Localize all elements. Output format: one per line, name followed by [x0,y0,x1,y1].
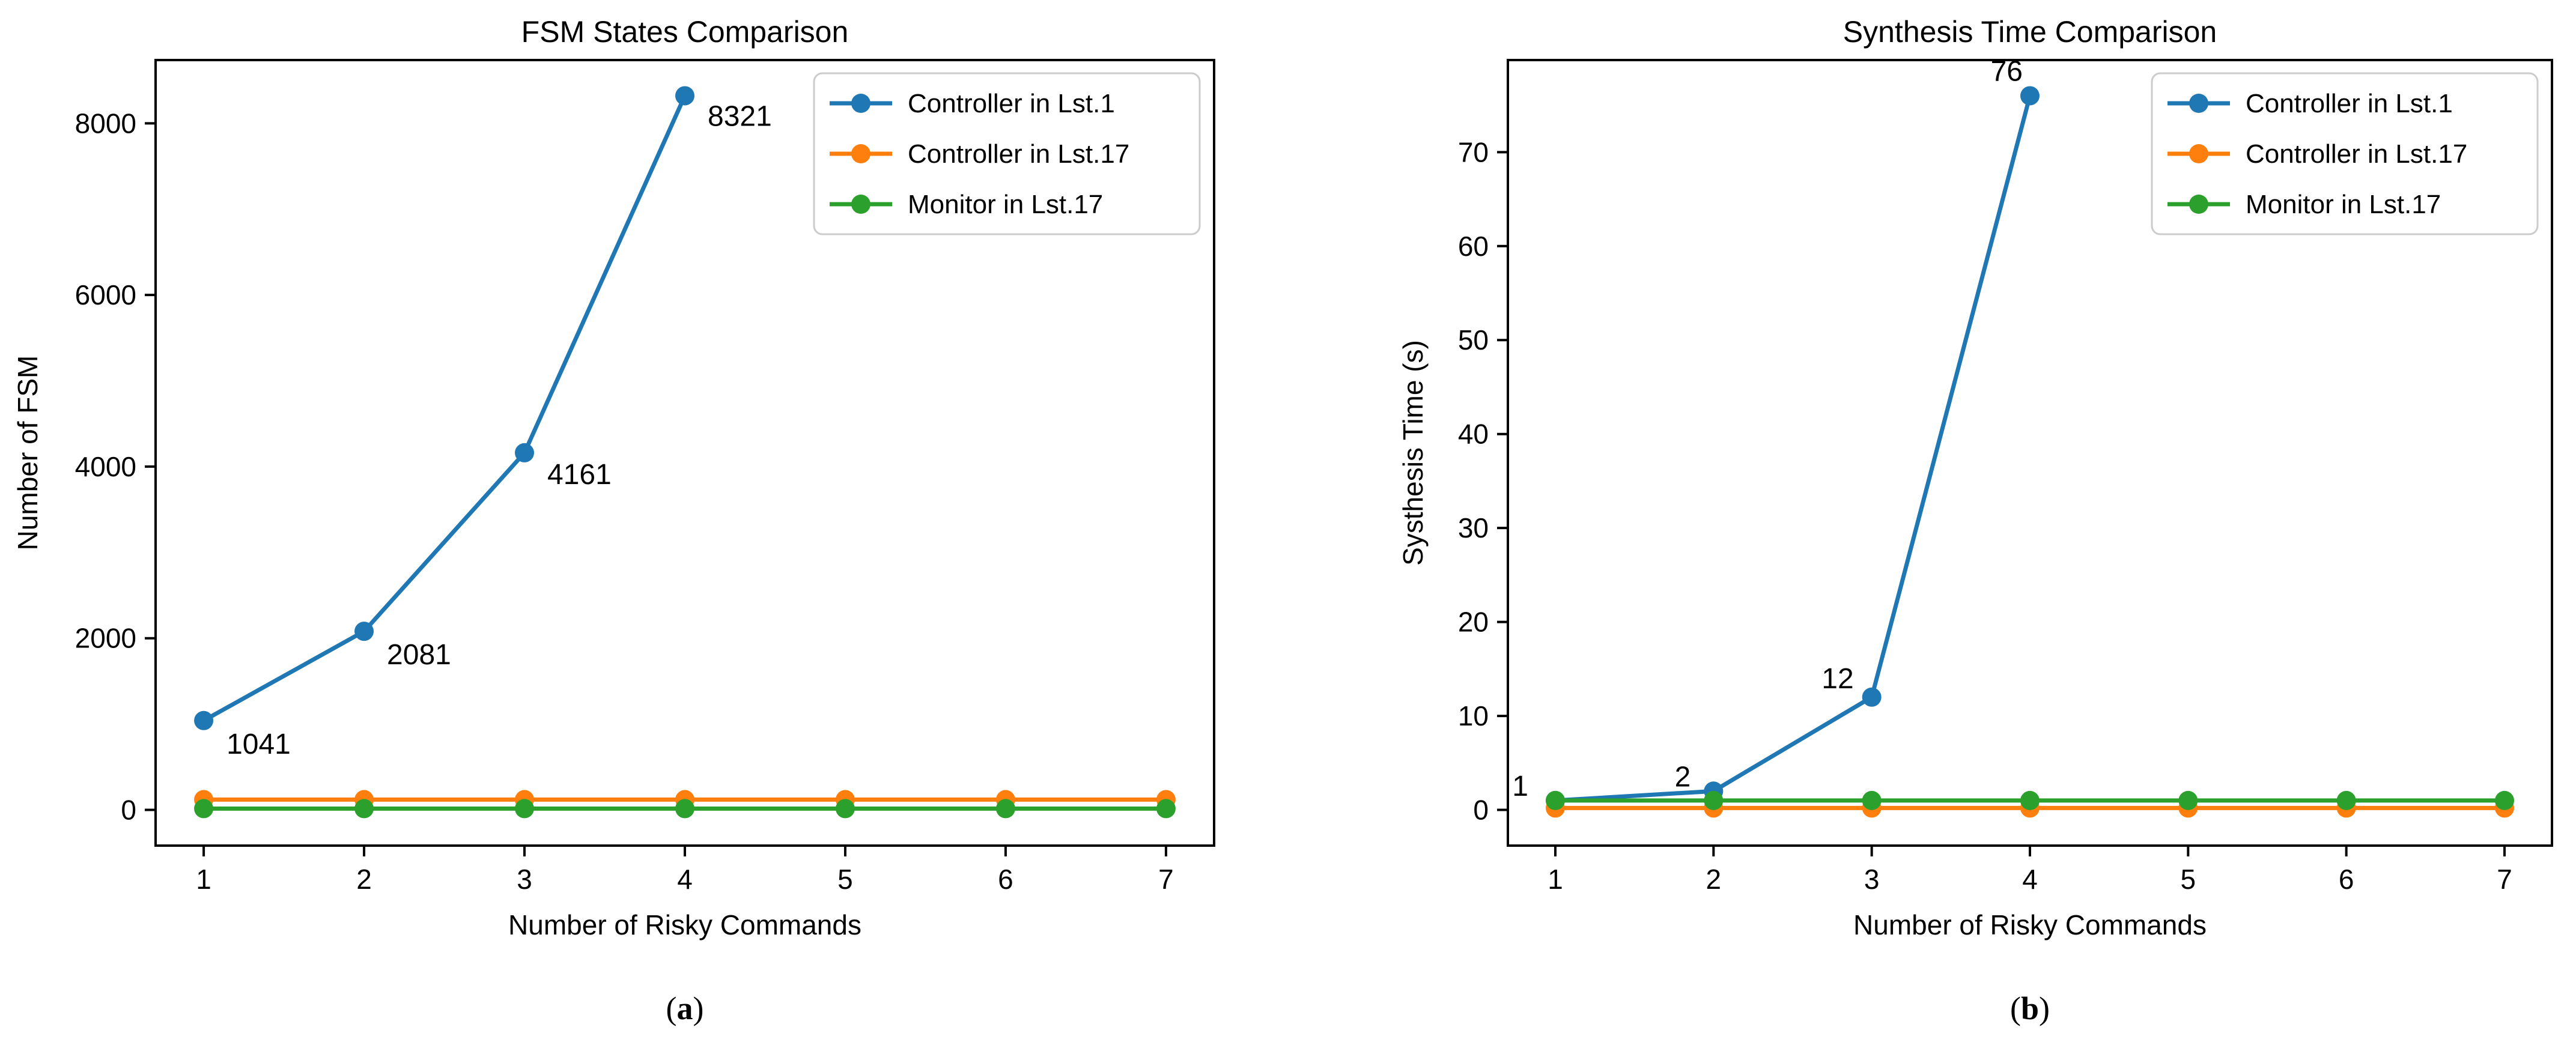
chart-title: Synthesis Time Comparison [1843,15,2217,49]
legend-marker [2189,94,2208,113]
data-point-marker [675,799,694,819]
y-tick-label: 70 [1458,136,1489,168]
x-tick-label: 7 [2497,864,2512,895]
y-axis-label: Systhesis Time (s) [1397,340,1429,566]
legend-label: Controller in Lst.1 [908,89,1115,118]
y-tick-label: 6000 [75,279,136,310]
y-tick-label: 0 [121,795,136,826]
data-point-marker [194,710,214,730]
x-tick-label: 5 [837,864,853,895]
caption-a-letter: a [676,990,693,1026]
data-point-marker [2178,790,2198,810]
x-axis-label: Number of Risky Commands [1853,909,2207,940]
x-tick-label: 1 [1548,864,1563,895]
legend-label: Controller in Lst.17 [908,139,1129,169]
caption-b: (b) [2010,990,2050,1027]
legend-box [2151,72,2539,235]
legend-marker [851,94,870,113]
x-tick-label: 1 [196,864,211,895]
legend-marker [851,195,870,214]
y-tick-label: 4000 [75,451,136,482]
data-point-marker [2020,790,2040,810]
data-point-marker [2020,86,2040,106]
point-label: 76 [1991,55,2023,87]
data-point-marker [1546,790,1565,810]
y-tick-label: 2000 [75,623,136,654]
legend-marker [2189,195,2208,214]
data-point-marker [515,799,535,819]
y-tick-label: 8000 [75,108,136,139]
x-tick-label: 5 [2181,864,2196,895]
series-line [1555,95,2032,803]
x-tick-label: 3 [1864,864,1880,895]
x-tick-label: 7 [1158,864,1174,895]
caption-a-open-paren: ( [666,990,677,1026]
data-point-marker [515,443,535,462]
data-point-marker [2336,790,2356,810]
data-point-marker [1862,790,1882,810]
y-tick-label: 60 [1458,231,1489,262]
point-label: 1 [1512,771,1528,802]
data-point-marker [995,799,1015,819]
legend-box [813,72,1201,235]
caption-a: (a) [666,990,704,1027]
caption-b-open-paren: ( [2009,990,2021,1026]
y-tick-label: 20 [1458,607,1489,638]
y-tick-label: 30 [1458,512,1489,544]
x-axis-label: Number of Risky Commands [508,909,861,940]
point-label: 8321 [708,100,772,132]
x-tick-label: 4 [2022,864,2038,895]
legend-label: Monitor in Lst.17 [2246,190,2441,219]
data-point-marker [835,799,855,819]
point-label: 1041 [226,728,291,760]
data-point-marker [2495,790,2514,810]
y-tick-label: 0 [1473,795,1489,826]
legend: Controller in Lst.1 Controller in Lst.17 M… [813,72,1201,235]
legend: Controller in Lst.1 Controller in Lst.17 M… [2151,72,2539,235]
caption-b-close-paren: ) [2039,990,2050,1026]
data-point-marker [194,799,214,819]
legend-label: Monitor in Lst.17 [908,190,1103,219]
caption-a-close-paren: ) [693,990,704,1026]
y-tick-label: 40 [1458,419,1489,450]
data-point-marker [675,86,694,106]
legend-label: Controller in Lst.1 [2246,89,2453,118]
data-point-marker [1862,687,1882,707]
x-tick-label: 3 [517,864,532,895]
x-tick-label: 2 [356,864,372,895]
x-tick-label: 6 [2339,864,2354,895]
point-label: 2 [1675,761,1691,793]
y-tick-label: 50 [1458,324,1489,356]
fsm-states-chart: FSM States Comparison 1 2 3 4 5 6 7 0 2000 4000 600… [12,15,1215,940]
legend-marker [2189,144,2208,163]
data-point-marker [1704,790,1724,810]
legend-label: Controller in Lst.17 [2246,139,2467,169]
x-tick-label: 6 [998,864,1013,895]
series-line [202,95,687,722]
y-axis-label: Number of FSM [12,356,43,551]
caption-b-letter: b [2020,990,2040,1026]
y-tick-label: 10 [1458,700,1489,732]
legend-marker [851,144,870,163]
data-point-marker [354,799,374,819]
point-label: 2081 [387,639,451,671]
chart-title: FSM States Comparison [521,15,849,49]
data-point-marker [354,622,374,641]
x-tick-label: 4 [677,864,693,895]
x-tick-label: 2 [1706,864,1722,895]
point-label: 4161 [547,459,612,491]
point-label: 12 [1821,663,1853,695]
data-point-marker [1156,799,1176,819]
